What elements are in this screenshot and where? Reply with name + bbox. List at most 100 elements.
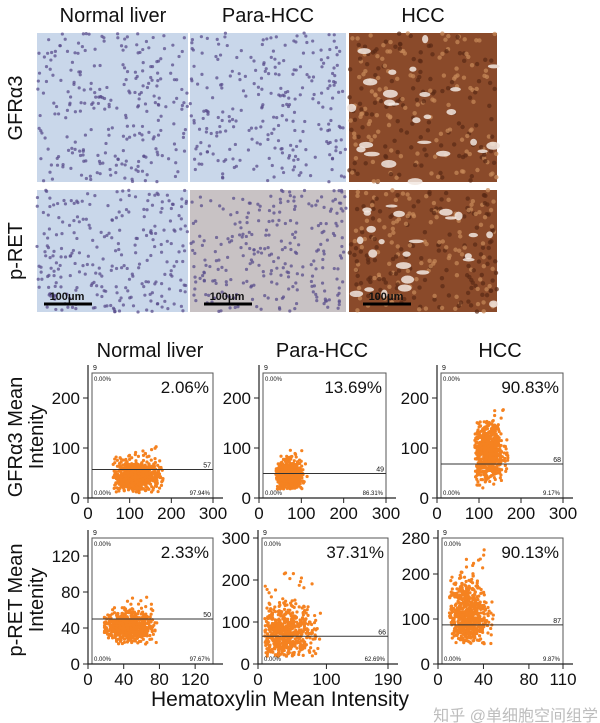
data-point (145, 455, 149, 459)
data-point (312, 649, 316, 653)
data-point (102, 623, 107, 628)
y-tick-label: 100 (402, 610, 430, 629)
y-tick-label: 0 (71, 489, 80, 508)
positive-percentage: 2.33% (161, 543, 209, 562)
data-point (475, 584, 480, 588)
data-point (471, 616, 476, 620)
data-point (292, 619, 296, 624)
data-point (123, 474, 128, 478)
data-point (486, 448, 490, 452)
data-point (467, 578, 471, 582)
data-point (479, 477, 483, 482)
data-point (286, 617, 290, 621)
data-point (310, 654, 314, 658)
data-point (302, 586, 306, 590)
data-point (111, 608, 115, 612)
data-point (290, 478, 294, 482)
data-point (152, 623, 156, 627)
data-point (305, 636, 309, 640)
data-point (306, 605, 310, 609)
data-point (449, 611, 454, 615)
data-point (297, 637, 301, 641)
data-point (462, 641, 466, 645)
histology-image (346, 31, 500, 185)
data-point (290, 454, 294, 459)
data-point (299, 632, 303, 636)
data-point (482, 617, 486, 622)
data-point (138, 482, 142, 486)
data-point (281, 457, 286, 461)
data-point (467, 595, 471, 599)
data-point (294, 602, 298, 606)
data-point (265, 636, 269, 640)
data-point (119, 475, 123, 479)
data-point (134, 480, 138, 484)
data-point (149, 478, 154, 482)
data-point (158, 459, 162, 463)
data-point (293, 598, 297, 602)
data-point (148, 633, 152, 638)
threshold-label: 50 (203, 612, 211, 619)
data-point (147, 464, 151, 469)
data-point (305, 630, 310, 634)
data-point (460, 570, 464, 574)
data-point (276, 629, 280, 633)
data-point (492, 475, 496, 480)
data-point (284, 599, 288, 603)
quadrant-bottom-right: 9.87% (543, 657, 561, 663)
data-point (499, 468, 504, 472)
data-point (266, 621, 270, 625)
y-tick-label: 200 (401, 389, 429, 408)
x-tick-label: 0 (432, 504, 441, 523)
data-point (133, 637, 137, 641)
data-point (133, 470, 137, 474)
data-point (461, 616, 465, 620)
data-point (127, 454, 131, 458)
data-point (267, 601, 271, 605)
data-point (308, 636, 312, 640)
data-point (263, 617, 267, 621)
data-point (271, 650, 275, 654)
data-point (112, 629, 116, 633)
data-point (137, 622, 141, 626)
data-point (471, 613, 475, 617)
data-point (487, 420, 491, 425)
quadrant-top-left: 0.00% (444, 542, 462, 548)
data-point (490, 452, 494, 456)
data-point (499, 438, 503, 443)
data-point (316, 646, 320, 651)
data-point (495, 466, 499, 470)
data-point (453, 608, 458, 613)
data-point (301, 613, 305, 617)
data-point (125, 615, 129, 619)
data-point (280, 647, 284, 651)
data-point (481, 625, 486, 629)
data-point (119, 636, 123, 640)
data-point (493, 472, 497, 476)
data-point (145, 460, 149, 464)
data-point (479, 611, 483, 615)
data-point (268, 630, 272, 634)
data-point (120, 623, 125, 627)
data-point (489, 633, 493, 637)
data-point (106, 613, 110, 617)
data-point (114, 490, 118, 494)
data-point (151, 632, 155, 637)
data-point (288, 448, 292, 452)
data-point (305, 474, 309, 479)
data-point (153, 470, 158, 474)
data-point (122, 606, 126, 610)
data-point (482, 590, 486, 594)
data-point (159, 483, 164, 487)
data-point (300, 647, 305, 651)
data-point (453, 613, 457, 617)
data-point (269, 615, 274, 620)
quadrant-top-left: 0.00% (265, 377, 283, 383)
data-point (486, 605, 490, 610)
data-point (153, 628, 157, 633)
data-point (279, 636, 283, 641)
data-point (458, 605, 462, 609)
data-point (156, 470, 160, 474)
data-point (305, 627, 309, 631)
data-point (480, 460, 484, 464)
